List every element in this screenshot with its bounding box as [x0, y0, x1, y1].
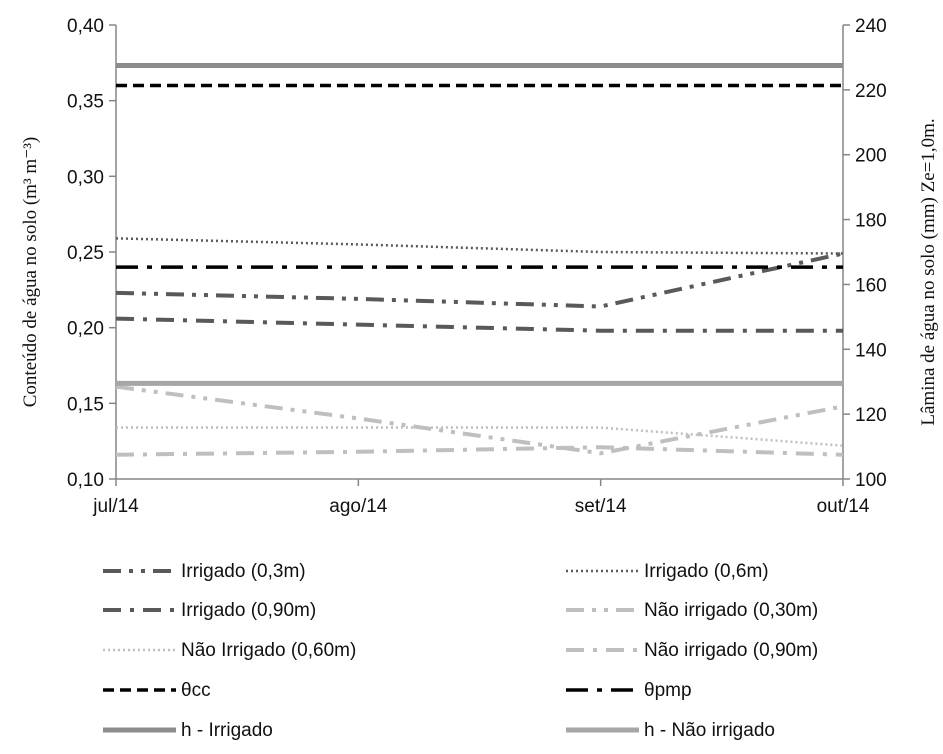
legend-label: Irrigado (0,90m): [181, 600, 316, 621]
series-line: [115, 445, 844, 457]
y2-tick-label: 240: [855, 16, 887, 37]
legend-label: h - Não irrigado: [644, 720, 775, 741]
y-tick-label: 0,20: [67, 319, 104, 340]
legend-label: θcc: [181, 680, 211, 701]
y-axis-title-right: Lâmina de água no solo (mm) Ze=1,0m.: [918, 118, 939, 425]
y2-tick-label: 120: [855, 405, 887, 426]
y2-tick-label: 180: [855, 211, 887, 232]
legend-label: Irrigado (0,3m): [181, 561, 306, 582]
legend-label: θpmp: [644, 680, 692, 701]
y2-tick-label: 140: [855, 340, 887, 361]
y-tick-label: 0,40: [67, 16, 104, 37]
y-tick-label: 0,10: [67, 470, 104, 491]
legend-label: Irrigado (0,6m): [644, 561, 769, 582]
legend-label: Não irrigado (0,90m): [644, 640, 818, 661]
legend-label: Não irrigado (0,30m): [644, 600, 818, 621]
legend-label: Não Irrigado (0,60m): [181, 640, 356, 661]
legend-label: h - Irrigado: [181, 720, 273, 741]
y-tick-label: 0,35: [67, 92, 104, 113]
x-tick-label: ago/14: [329, 496, 388, 517]
y-tick-label: 0,25: [67, 243, 104, 264]
x-tick-label: set/14: [575, 496, 627, 517]
y2-tick-label: 100: [855, 470, 887, 491]
x-tick-label: jul/14: [92, 496, 139, 517]
series-line: [115, 251, 844, 309]
y-tick-label: 0,15: [67, 394, 104, 415]
y2-tick-label: 200: [855, 146, 887, 167]
y-axis-title-left: Conteúdo de água no solo (m³ m⁻³): [20, 137, 41, 408]
series-line: [116, 426, 844, 447]
series-line: [115, 316, 843, 333]
series-line: [115, 384, 844, 456]
y2-tick-label: 220: [855, 81, 887, 102]
series-lines: [115, 63, 844, 457]
y2-tick-label: 160: [855, 275, 887, 296]
legend: Irrigado (0,3m) Irrigado (0,6m) Irrigado (…: [103, 561, 818, 741]
y-tick-label: 0,30: [67, 167, 104, 188]
x-tick-label: out/14: [817, 496, 870, 517]
axes: 0,10 0,15 0,20 0,25 0,30 0,35 0,40 100 120 140 160…: [67, 16, 887, 517]
series-line: [115, 237, 844, 255]
